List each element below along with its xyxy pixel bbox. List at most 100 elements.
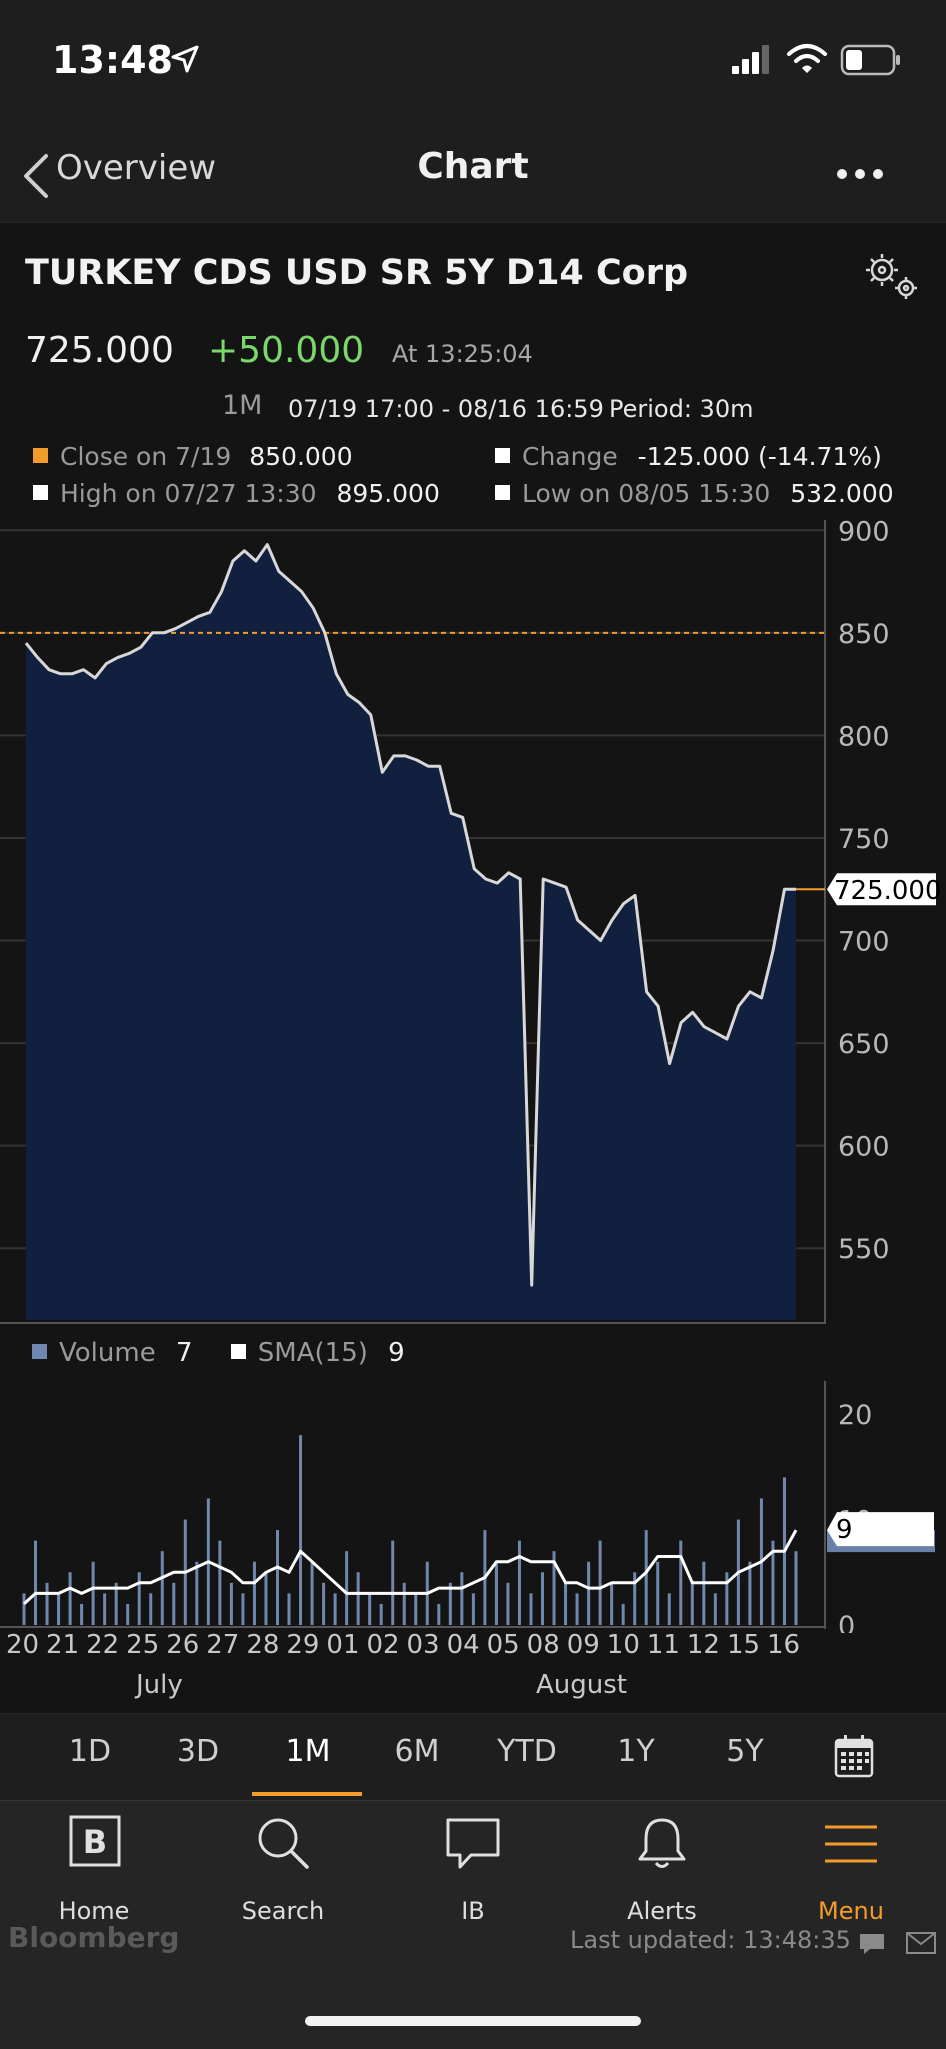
tab-bar: B Home Search IB Alerts Menu [0, 1800, 946, 2049]
period-tab-ytd[interactable]: YTD [497, 1734, 557, 1769]
last-price-tag [827, 873, 936, 906]
tab-search-label: Search [241, 1897, 325, 1925]
volume-bar [22, 1593, 26, 1625]
volume-bar [414, 1593, 418, 1625]
price-y-tick: 650 [838, 1029, 890, 1060]
search-icon [258, 1818, 309, 1869]
volume-bar [506, 1582, 510, 1625]
volume-bar [299, 1435, 303, 1625]
volume-bar [322, 1582, 326, 1625]
x-axis-day-label: 26 [166, 1630, 200, 1660]
volume-bar [794, 1551, 798, 1625]
volume-bar [264, 1572, 268, 1625]
x-axis-day-label: 02 [366, 1630, 400, 1660]
x-axis-day-label: 12 [686, 1630, 720, 1660]
volume-bar [68, 1572, 72, 1625]
more-options-icon[interactable] [834, 162, 886, 186]
volume-bar [541, 1572, 545, 1625]
volume-bar [471, 1593, 475, 1625]
settings-gears-icon[interactable] [860, 248, 922, 302]
home-indicator[interactable] [305, 2016, 641, 2026]
legend-high: High on 07/27 13:30 895.000 [33, 479, 440, 508]
svg-text:B: B [83, 1823, 107, 1861]
change-label: Change [522, 442, 618, 471]
bloomberg-logo: Bloomberg [8, 1921, 180, 1954]
volume-bar [610, 1582, 614, 1625]
back-button[interactable] [14, 146, 214, 206]
bloomberg-b-icon: B [69, 1815, 121, 1867]
x-axis-labels: 20 21 22 25 26 27 28 29 01 02 03 04 05 08 09 10 11 12 15 16… [0, 1630, 946, 1710]
volume-bar [552, 1551, 556, 1625]
volume-bar [402, 1582, 406, 1625]
status-time: 13:48 [52, 38, 173, 82]
sma-value: 9 [388, 1338, 405, 1368]
volume-chart[interactable]: 201009 [0, 1375, 946, 1633]
message-icon[interactable] [858, 1932, 886, 1956]
x-axis-day-label: 25 [126, 1630, 160, 1660]
x-axis-day-label: 27 [206, 1630, 240, 1660]
x-axis-month-label: July [136, 1670, 183, 1700]
range-dates: 07/19 17:00 - 08/16 16:59 [288, 395, 604, 423]
volume-bar [702, 1561, 706, 1625]
volume-bar [172, 1582, 176, 1625]
high-value: 895.000 [336, 479, 440, 508]
cellular-signal-icon [732, 45, 769, 74]
volume-bar [621, 1603, 625, 1625]
tab-alerts-label: Alerts [627, 1897, 697, 1925]
change-value: -125.000 (-14.71%) [637, 442, 882, 471]
period-tab-1d[interactable]: 1D [68, 1734, 112, 1769]
navigation-bar: Overview Chart [0, 130, 946, 223]
volume-bar [667, 1593, 671, 1625]
calendar-icon[interactable] [834, 1734, 874, 1778]
volume-value: 7 [175, 1338, 193, 1368]
volume-y-tick: 20 [838, 1400, 872, 1431]
chevron-left-icon [24, 154, 48, 198]
period-tab-1y[interactable]: 1Y [617, 1734, 655, 1769]
price-line [24, 543, 796, 1287]
mail-icon[interactable] [906, 1932, 936, 1954]
status-bar: 13:48 [0, 0, 946, 130]
volume-bar [345, 1551, 349, 1625]
price-chart[interactable]: 900 850 800 750 700 650 600 550 725.000 [0, 520, 946, 1325]
volume-bar [448, 1582, 452, 1625]
volume-bar [494, 1561, 498, 1625]
volume-bar [275, 1530, 279, 1625]
volume-bar [57, 1593, 61, 1625]
volume-bar [368, 1593, 372, 1625]
x-axis-day-label: 04 [446, 1630, 480, 1660]
sma-line [22, 1529, 798, 1606]
close-swatch [33, 448, 48, 463]
period-tab-5y[interactable]: 5Y [726, 1734, 764, 1769]
legend-low: Low on 08/05 15:30 532.000 [495, 479, 894, 508]
change-swatch [495, 448, 510, 463]
volume-bar [310, 1561, 314, 1625]
volume-bar [34, 1540, 38, 1625]
period-tab-6m[interactable]: 6M [394, 1734, 440, 1769]
period-active-underline [252, 1792, 362, 1796]
high-label: High on 07/27 13:30 [60, 479, 317, 508]
sma-label: SMA(15) [257, 1338, 368, 1368]
x-axis-month-label: August [536, 1670, 627, 1700]
close-value: 850.000 [249, 442, 353, 471]
sma-last-tag [827, 1512, 934, 1547]
volume-bar [126, 1603, 130, 1625]
volume-label: Volume [59, 1338, 156, 1368]
period-tab-3d[interactable]: 3D [176, 1734, 220, 1769]
volume-bar [771, 1540, 775, 1625]
volume-bar [229, 1582, 233, 1625]
close-label: Close on 7/19 [60, 442, 232, 471]
back-label[interactable]: Overview [56, 148, 217, 188]
x-axis-day-label: 16 [767, 1630, 801, 1660]
x-axis-day-label: 10 [606, 1630, 640, 1660]
x-axis-day-label: 20 [6, 1630, 40, 1660]
low-swatch [495, 485, 510, 500]
volume-bar [690, 1582, 694, 1625]
volume-bar [80, 1603, 84, 1625]
price-y-tick: 900 [838, 520, 890, 547]
price-y-tick: 550 [838, 1234, 890, 1265]
period-interval: Period: 30m [609, 395, 754, 423]
period-tab-1m[interactable]: 1M [285, 1734, 331, 1769]
volume-bar [587, 1561, 591, 1625]
price-y-tick: 700 [838, 927, 890, 958]
volume-bar [633, 1572, 637, 1625]
